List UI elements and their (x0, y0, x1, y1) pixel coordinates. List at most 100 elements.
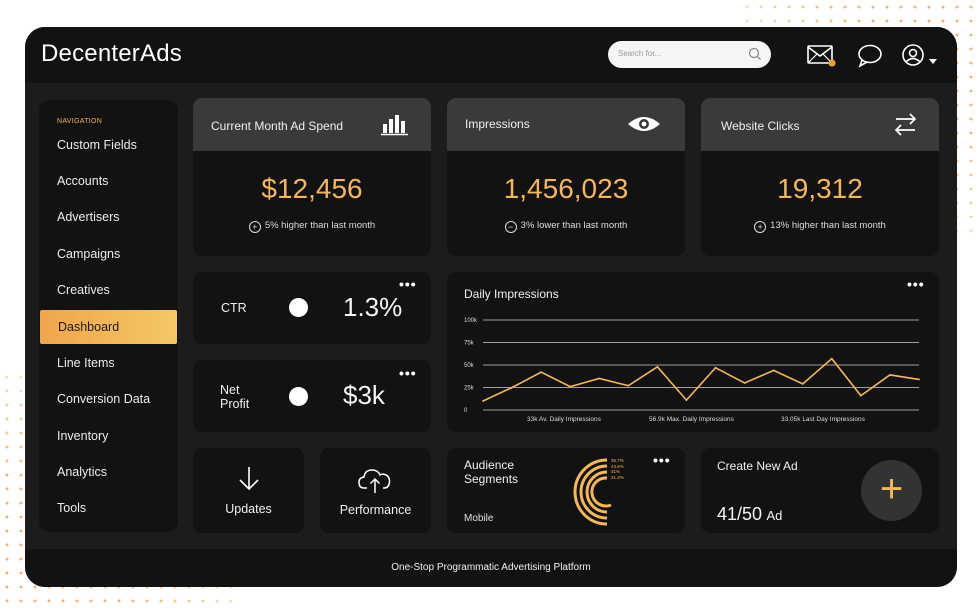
change-text: 13% higher than last month (770, 220, 886, 231)
audience-ring-chart (573, 458, 612, 526)
chevron-down-icon[interactable] (929, 52, 937, 70)
chat-icon[interactable] (857, 44, 885, 73)
user-avatar-icon[interactable] (902, 44, 926, 73)
label-line: Profit (220, 397, 250, 411)
updates-card[interactable]: Updates (193, 448, 304, 533)
data-point (482, 400, 484, 402)
chart-footer-stat: 33.05k Last Day Impressions (781, 416, 865, 423)
create-ad-title: Create New Ad (717, 459, 798, 473)
plus-circle-icon: + (754, 221, 767, 233)
sidebar-item-label: Accounts (57, 174, 109, 188)
ring-arc (585, 470, 608, 514)
sidebar-item-label: Conversion Data (57, 392, 151, 406)
audience-menu-button[interactable]: ••• (653, 452, 671, 468)
data-point (540, 371, 543, 374)
ctr-value: 1.3% (343, 292, 403, 322)
net-profit-label: Net Profit (220, 383, 249, 411)
footer: One-Stop Programmatic Advertising Platfo… (25, 549, 957, 587)
search-input[interactable]: Search for... (618, 49, 662, 58)
ad-count-value: 41/50 (717, 504, 763, 524)
card-header: Impressions (447, 98, 685, 151)
audience-title: Audience Segments (464, 458, 518, 486)
data-point (569, 385, 572, 388)
data-point (889, 374, 891, 376)
eye-icon (627, 112, 661, 141)
card-header: Website Clicks (701, 98, 939, 151)
ring-label: 35.7% (611, 458, 624, 463)
sidebar-item-dashboard[interactable]: Dashboard (40, 310, 177, 344)
sidebar-item-creatives[interactable]: Creatives (39, 273, 178, 307)
sidebar-heading: NAVIGATION (57, 118, 103, 125)
card-title: Impressions (465, 117, 530, 131)
y-tick-label: 0 (464, 408, 468, 414)
search-box[interactable]: Search for... (608, 41, 771, 68)
ad-spend-card: Current Month Ad Spend $12,456 +5% highe… (193, 98, 431, 256)
impressions-value: 1,456,023 (503, 173, 629, 204)
ctr-card: CTR 1.3% ••• (193, 272, 431, 344)
sidebar-item-label: Line Items (57, 356, 115, 370)
segment-label: Mobile (464, 513, 494, 524)
data-point (830, 357, 833, 360)
data-point (859, 394, 862, 397)
ad-count: 41/50 Ad (717, 504, 782, 525)
net-profit-value: $3k (343, 380, 385, 410)
sidebar-item-label: Tools (57, 501, 87, 515)
sidebar-item-campaigns[interactable]: Campaigns (39, 237, 178, 271)
sidebar-item-tools[interactable]: Tools (39, 491, 178, 525)
app-window: DecenterAds Search for... NAVIGATION Cus… (25, 27, 957, 587)
sidebar-item-inventory[interactable]: Inventory (39, 419, 178, 453)
series-line (482, 357, 920, 402)
y-tick-label: 25k (464, 386, 475, 392)
sidebar-item-conversion-data[interactable]: Conversion Data (39, 382, 178, 416)
search-icon[interactable] (747, 46, 763, 67)
footer-text: One-Stop Programmatic Advertising Platfo… (391, 562, 591, 573)
swap-arrows-icon (893, 111, 919, 142)
ring-arc (573, 458, 608, 526)
create-new-ad-card: Create New Ad 41/50 Ad + (701, 448, 939, 533)
card-title: Current Month Ad Spend (211, 119, 344, 133)
card-title: Website Clicks (721, 119, 800, 133)
sidebar-item-label: Campaigns (57, 247, 121, 261)
y-tick-label: 50k (464, 363, 475, 369)
status-dot (289, 298, 308, 317)
sidebar-item-custom-fields[interactable]: Custom Fields (39, 128, 178, 162)
sidebar-item-analytics[interactable]: Analytics (39, 455, 178, 489)
logo: DecenterAds (41, 40, 182, 67)
website-clicks-card: Website Clicks 19,312 +13% higher than l… (701, 98, 939, 256)
ctr-label: CTR (221, 301, 247, 315)
bar-chart-icon (381, 112, 409, 141)
sidebar-item-line-items[interactable]: Line Items (39, 346, 178, 380)
chart-footer-stat: 56.9k Max. Daily Impressions (649, 416, 734, 423)
clicks-change: +13% higher than last month (701, 220, 939, 233)
plus-icon: + (879, 467, 904, 511)
data-point (598, 377, 601, 380)
profit-menu-button[interactable]: ••• (399, 365, 417, 381)
status-dot (289, 387, 308, 406)
sidebar-item-accounts[interactable]: Accounts (39, 164, 178, 198)
cloud-upload-icon (358, 468, 392, 499)
chart-menu-button[interactable]: ••• (907, 276, 925, 292)
sidebar-item-label: Custom Fields (57, 138, 137, 152)
ad-count-suffix: Ad (766, 508, 783, 523)
sidebar-item-advertisers[interactable]: Advertisers (39, 200, 178, 234)
mail-icon[interactable] (807, 44, 837, 73)
ring-arc (579, 464, 608, 520)
create-ad-button[interactable]: + (861, 460, 922, 521)
data-point (801, 383, 804, 385)
audience-segments-card: Audience Segments Mobile ••• 35.7% 43.6% … (447, 448, 685, 533)
ring-arc (590, 476, 612, 508)
daily-impressions-card: Daily Impressions ••• 100k 75k 50k 25k 0 33k… (447, 272, 939, 432)
sidebar-item-label: Analytics (57, 465, 108, 479)
top-bar: DecenterAds Search for... (25, 27, 957, 83)
updates-label: Updates (225, 502, 272, 516)
clicks-value: 19,312 (777, 173, 863, 204)
ring-label: 43.6% (611, 463, 624, 469)
data-point (918, 378, 920, 381)
daily-impressions-chart: 100k 75k 50k 25k 0 (464, 318, 920, 414)
chart-title: Daily Impressions (464, 287, 559, 301)
performance-card[interactable]: Performance (320, 448, 431, 533)
dashboard-content: NAVIGATION Custom Fields Accounts Advert… (25, 83, 957, 549)
ring-labels: 35.7% 43.6% 31% 21.2% (611, 458, 624, 480)
net-profit-card: Net Profit $3k ••• (193, 360, 431, 432)
ctr-menu-button[interactable]: ••• (399, 276, 417, 292)
